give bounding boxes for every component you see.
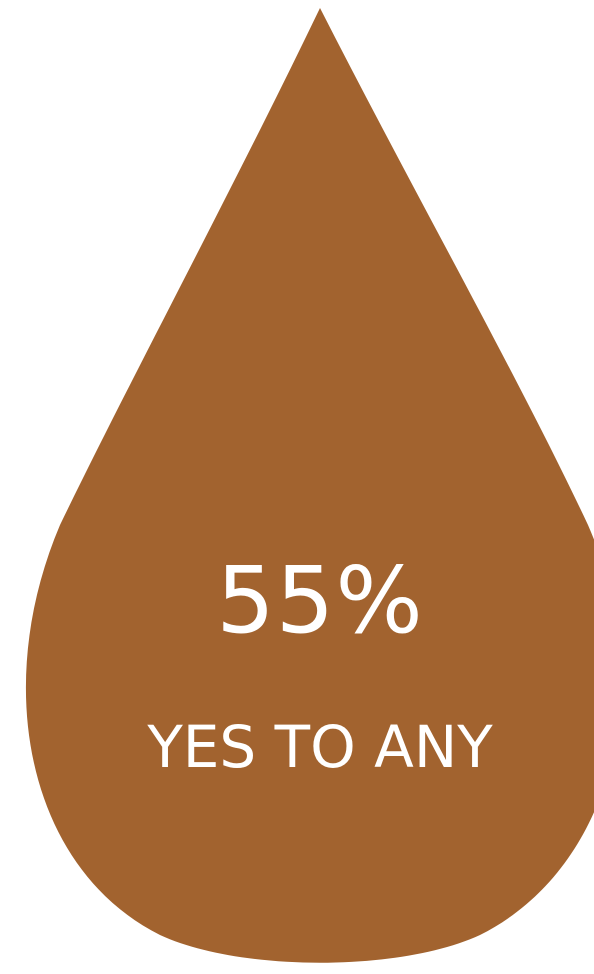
stat-value: 55% <box>216 547 424 654</box>
stat-caption: YES TO ANY <box>147 713 493 781</box>
